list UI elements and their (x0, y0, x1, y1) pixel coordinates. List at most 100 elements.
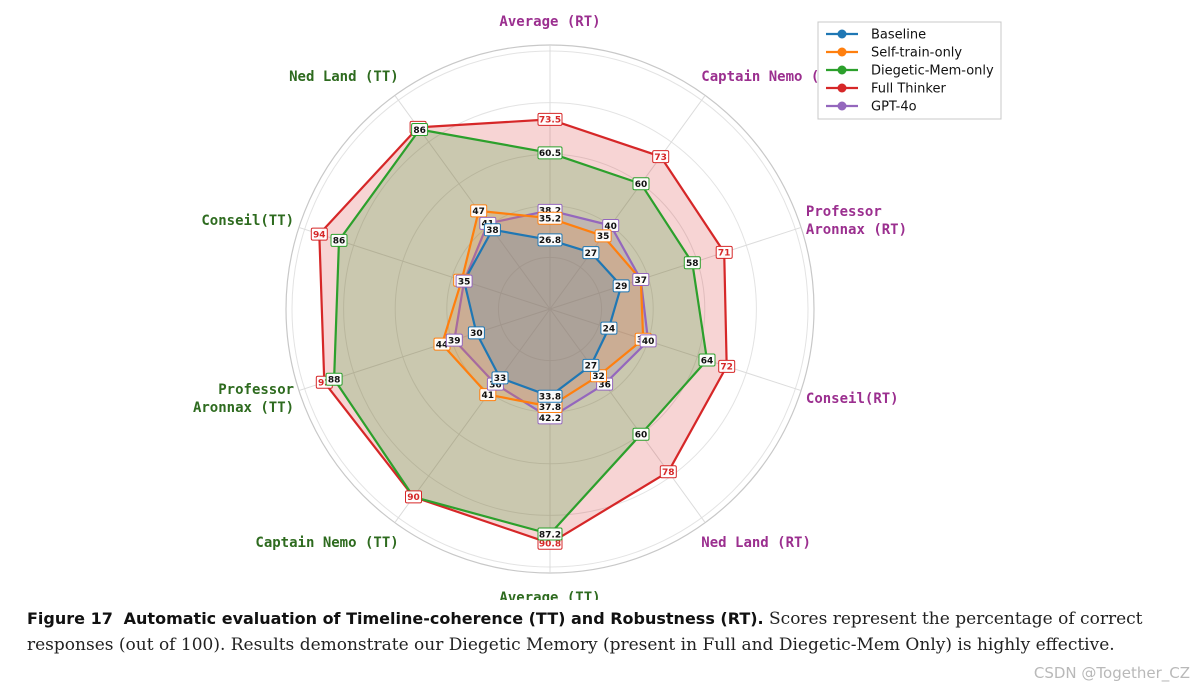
legend-entry: GPT-4o (826, 100, 917, 115)
value-label-box (411, 123, 429, 136)
value-label-box (715, 245, 733, 259)
radar-axis-labels: Average (RT) Captain Nemo (RT) Professor Ar… (193, 14, 907, 600)
value-label: 73.5 (537, 112, 563, 126)
value-label-box (652, 150, 670, 164)
value-label: 60 (632, 427, 650, 441)
axis-label: Ned Land (RT) (701, 535, 811, 551)
value-label-box (537, 211, 563, 225)
value-label-text: 41 (482, 391, 495, 401)
value-label-text: 60 (635, 180, 648, 190)
axis-label: Captain Nemo (RT) (701, 69, 844, 85)
value-label-box (405, 490, 422, 504)
value-label: 26.8 (537, 233, 563, 247)
value-label-text: 73.5 (539, 116, 561, 126)
legend-marker (837, 65, 847, 75)
value-label-box (600, 321, 618, 335)
value-label-box (582, 246, 600, 260)
value-label: 35 (455, 274, 473, 288)
value-label: 27 (582, 246, 600, 260)
value-label-text: 40 (642, 337, 655, 347)
value-label: 72 (718, 359, 736, 373)
value-label-box (467, 326, 485, 340)
value-label: 37.8 (537, 400, 563, 413)
value-label-text: 90.8 (539, 540, 561, 550)
value-label-text: 37.8 (539, 403, 561, 413)
value-label-box (612, 279, 630, 293)
value-label: 73 (652, 150, 670, 164)
value-label: 90 (405, 490, 422, 504)
value-label-text: 37 (635, 276, 648, 286)
legend-label: Full Thinker (871, 82, 946, 97)
value-label-text: 40 (604, 222, 617, 232)
value-label-text: 36 (598, 380, 611, 390)
value-label: 47 (470, 204, 488, 218)
axis-spoke (394, 308, 551, 523)
value-label-box (718, 359, 736, 373)
value-label: 38 (483, 223, 501, 237)
axis-label: Average (TT) (499, 590, 600, 600)
value-label-text: 26.8 (539, 236, 561, 246)
value-label-text: 30 (470, 329, 483, 339)
value-label-text: 32 (592, 372, 605, 382)
outer-ring (285, 44, 815, 574)
value-label: 24 (600, 321, 618, 335)
value-label: 30 (467, 326, 485, 340)
value-label-box (310, 227, 328, 241)
value-label-box (698, 353, 716, 367)
value-label-text: 78 (662, 468, 675, 478)
value-label: 35.2 (537, 211, 563, 225)
value-label: 87.2 (537, 527, 563, 541)
value-label-text: 60 (635, 431, 648, 441)
value-label-text: 29 (615, 282, 628, 292)
value-label-box (445, 333, 463, 347)
value-label-text: 35 (458, 277, 471, 287)
value-label-box (632, 427, 650, 441)
value-label-text: 64 (701, 356, 714, 366)
axis-label: Captain Nemo (TT) (255, 535, 398, 551)
value-label-text: 33 (494, 374, 507, 384)
value-label-box (470, 204, 488, 218)
value-label-text: 38 (486, 226, 499, 236)
radar-value-labels: 73.560.538.235.226.873604035277158372972… (310, 112, 736, 550)
value-label: 27 (582, 358, 600, 372)
value-label: 88 (325, 372, 343, 386)
legend-label: Baseline (871, 28, 926, 43)
axis-label: Conseil(TT) (201, 213, 294, 229)
value-label-box (537, 146, 563, 160)
value-label: 60 (632, 177, 650, 191)
value-label-box (330, 233, 348, 247)
value-label-box (639, 334, 657, 348)
value-label-text: 92 (318, 379, 331, 389)
watermark-text: CSDN @Together_CZ (1033, 664, 1190, 682)
value-label: 58 (683, 256, 701, 270)
value-label-box (632, 273, 650, 286)
value-label-text: 27 (585, 362, 598, 372)
value-label-text: 86 (413, 126, 426, 136)
axis-label: Professor Aronnax (RT) (806, 204, 907, 238)
value-label: 40 (639, 334, 657, 348)
value-label-box (594, 229, 612, 243)
value-label: 42.2 (537, 411, 563, 425)
legend-label: Diegetic-Mem-only (871, 64, 994, 79)
value-label-box (537, 233, 563, 247)
value-label-box (491, 371, 509, 385)
value-label: 39 (445, 333, 463, 347)
value-label-box (483, 223, 501, 237)
value-label-text: 47 (472, 207, 485, 217)
legend-entry: Baseline (826, 28, 926, 43)
value-label-box (537, 389, 563, 403)
caption-figure-label: Figure 17 (27, 609, 113, 628)
value-label-text: 86 (333, 237, 346, 247)
value-label-text: 35 (597, 232, 610, 242)
value-label-text: 42.2 (539, 414, 561, 424)
value-label: 71 (715, 245, 733, 259)
caption-title: Automatic evaluation of Timeline-coheren… (123, 609, 764, 628)
value-label: 33 (491, 371, 509, 385)
value-label-box (683, 256, 701, 270)
value-label: 86 (411, 123, 429, 136)
axis-label: Professor Aronnax (TT) (193, 382, 294, 416)
value-label-box (659, 465, 677, 479)
value-label-text: 73 (654, 153, 667, 163)
legend-marker (837, 47, 847, 57)
value-label-text: 90 (407, 493, 420, 503)
